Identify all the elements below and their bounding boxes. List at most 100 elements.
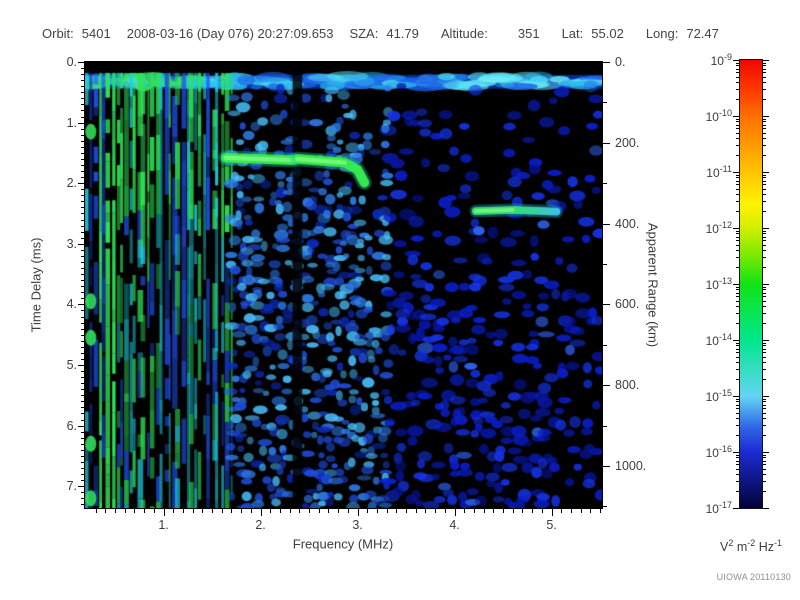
colorbar-tick-label: 10-10 (705, 108, 732, 124)
x-minor-tick (444, 509, 446, 513)
y2-tick-label: 800. (615, 378, 640, 393)
x-minor-tick (173, 509, 175, 513)
altitude-value: 351 (517, 26, 540, 41)
x-minor-tick (406, 509, 408, 513)
y2-axis-title-apparent-range: Apparent Range (km) (645, 222, 661, 348)
colorbar-major-tick (762, 284, 769, 285)
y-tick-label: 7. (66, 479, 77, 494)
y-tick-label: 5. (66, 357, 77, 372)
x-minor-tick (221, 509, 223, 513)
colorbar-major-tick (762, 452, 769, 453)
x-minor-tick (376, 509, 378, 513)
x-minor-tick (435, 509, 437, 513)
orbit-label: Orbit: (42, 26, 74, 41)
x-minor-tick (95, 509, 97, 513)
x-minor-tick (202, 509, 204, 513)
x-minor-tick (270, 509, 272, 513)
colorbar-tick-label: 10-15 (705, 388, 732, 404)
lat-label: Lat: (561, 26, 584, 41)
y2-tick-label: 200. (615, 135, 640, 150)
x-minor-tick (522, 509, 524, 513)
x-minor-tick (192, 509, 194, 513)
colorbar-major-tick (762, 172, 769, 173)
long-value: 72.47 (686, 26, 719, 41)
y-tick-label: 0. (66, 55, 77, 69)
y2-minor-tick (603, 102, 607, 104)
x-minor-tick (328, 509, 330, 513)
x-minor-tick (124, 509, 126, 513)
x-major-tick (454, 509, 456, 516)
x-minor-tick (503, 509, 505, 513)
y2-minor-tick (603, 183, 607, 185)
colorbar (739, 59, 763, 509)
unit-exponent: -1 (774, 537, 783, 548)
lat-value: 55.02 (591, 26, 624, 41)
x-minor-tick (212, 509, 214, 513)
x-minor-tick (386, 509, 388, 513)
x-minor-tick (464, 509, 466, 513)
y2-minor-tick (603, 425, 607, 427)
long-label: Long: (645, 26, 679, 41)
colorbar-unit-label: V2 m-2 Hz-1 (719, 537, 783, 555)
x-minor-tick (134, 509, 136, 513)
y2-minor-tick (603, 263, 607, 265)
y-tick-label: 2. (66, 176, 77, 191)
header-info: Orbit: 5401 2008-03-16 (Day 076) 20:27:09.… (42, 26, 719, 41)
x-minor-tick (425, 509, 427, 513)
y2-major-tick (603, 142, 610, 144)
colorbar-tick-label: 10-14 (705, 332, 732, 348)
colorbar-tick-label: 10-16 (705, 444, 732, 460)
y2-major-tick (603, 223, 610, 225)
x-major-tick (357, 509, 359, 516)
colorbar-major-tick (762, 60, 769, 61)
x-minor-tick (570, 509, 572, 513)
y2-minor-tick (603, 344, 607, 346)
x-minor-tick (338, 509, 340, 513)
x-major-tick (551, 509, 553, 516)
sza-label: SZA: (349, 26, 379, 41)
x-minor-tick (473, 509, 475, 513)
colorbar-tick-label: 10-9 (710, 52, 732, 68)
y2-minor-tick (603, 506, 607, 508)
y-tick-label: 6. (66, 418, 77, 433)
x-minor-tick (590, 509, 592, 513)
x-minor-tick (396, 509, 398, 513)
y2-tick-label: 0. (615, 55, 626, 69)
y-axis-title-time-delay: Time Delay (ms) (28, 237, 44, 333)
colorbar-tick-label: 10-17 (705, 500, 732, 516)
unit-exponent: -2 (747, 537, 756, 548)
x-major-tick (163, 509, 165, 516)
colorbar-major-tick (762, 116, 769, 117)
y-tick-label: 1. (66, 115, 77, 130)
datetime-value: 2008-03-16 (Day 076) 20:27:09.653 (126, 26, 334, 41)
x-minor-tick (299, 509, 301, 513)
x-minor-tick (182, 509, 184, 513)
x-minor-tick (105, 509, 107, 513)
x-minor-tick (231, 509, 233, 513)
x-minor-tick (241, 509, 243, 513)
x-minor-tick (309, 509, 311, 513)
x-minor-tick (541, 509, 543, 513)
x-minor-tick (279, 509, 281, 513)
colorbar-major-tick (762, 340, 769, 341)
x-minor-tick (347, 509, 349, 513)
y2-major-tick (603, 304, 610, 306)
x-tick-label: 4. (449, 518, 460, 532)
x-tick-label: 5. (546, 518, 557, 532)
x-minor-tick (580, 509, 582, 513)
x-minor-tick (318, 509, 320, 513)
y2-major-tick (603, 62, 610, 63)
x-minor-tick (289, 509, 291, 513)
colorbar-major-tick (762, 228, 769, 229)
x-tick-label: 1. (158, 518, 169, 532)
x-minor-tick (144, 509, 146, 513)
x-minor-tick (115, 509, 117, 513)
orbit-value: 5401 (81, 26, 111, 41)
x-minor-tick (600, 509, 602, 513)
x-minor-tick (512, 509, 514, 513)
watermark: UIOWA 20110130 (716, 572, 791, 582)
x-minor-tick (483, 509, 485, 513)
colorbar-tick-label: 10-12 (705, 220, 732, 236)
x-minor-tick (367, 509, 369, 513)
